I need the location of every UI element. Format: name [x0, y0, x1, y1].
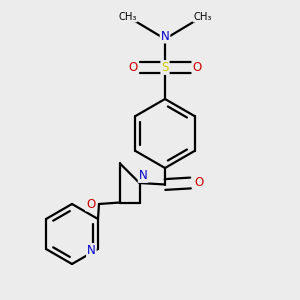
Text: N: N	[160, 29, 169, 43]
Text: N: N	[139, 169, 148, 182]
Text: O: O	[128, 61, 137, 74]
Text: O: O	[193, 61, 202, 74]
Text: O: O	[194, 176, 203, 190]
Text: N: N	[87, 244, 96, 257]
Text: CH₃: CH₃	[118, 11, 137, 22]
Text: S: S	[161, 61, 169, 74]
Text: O: O	[86, 197, 95, 211]
Text: CH₃: CH₃	[193, 11, 212, 22]
